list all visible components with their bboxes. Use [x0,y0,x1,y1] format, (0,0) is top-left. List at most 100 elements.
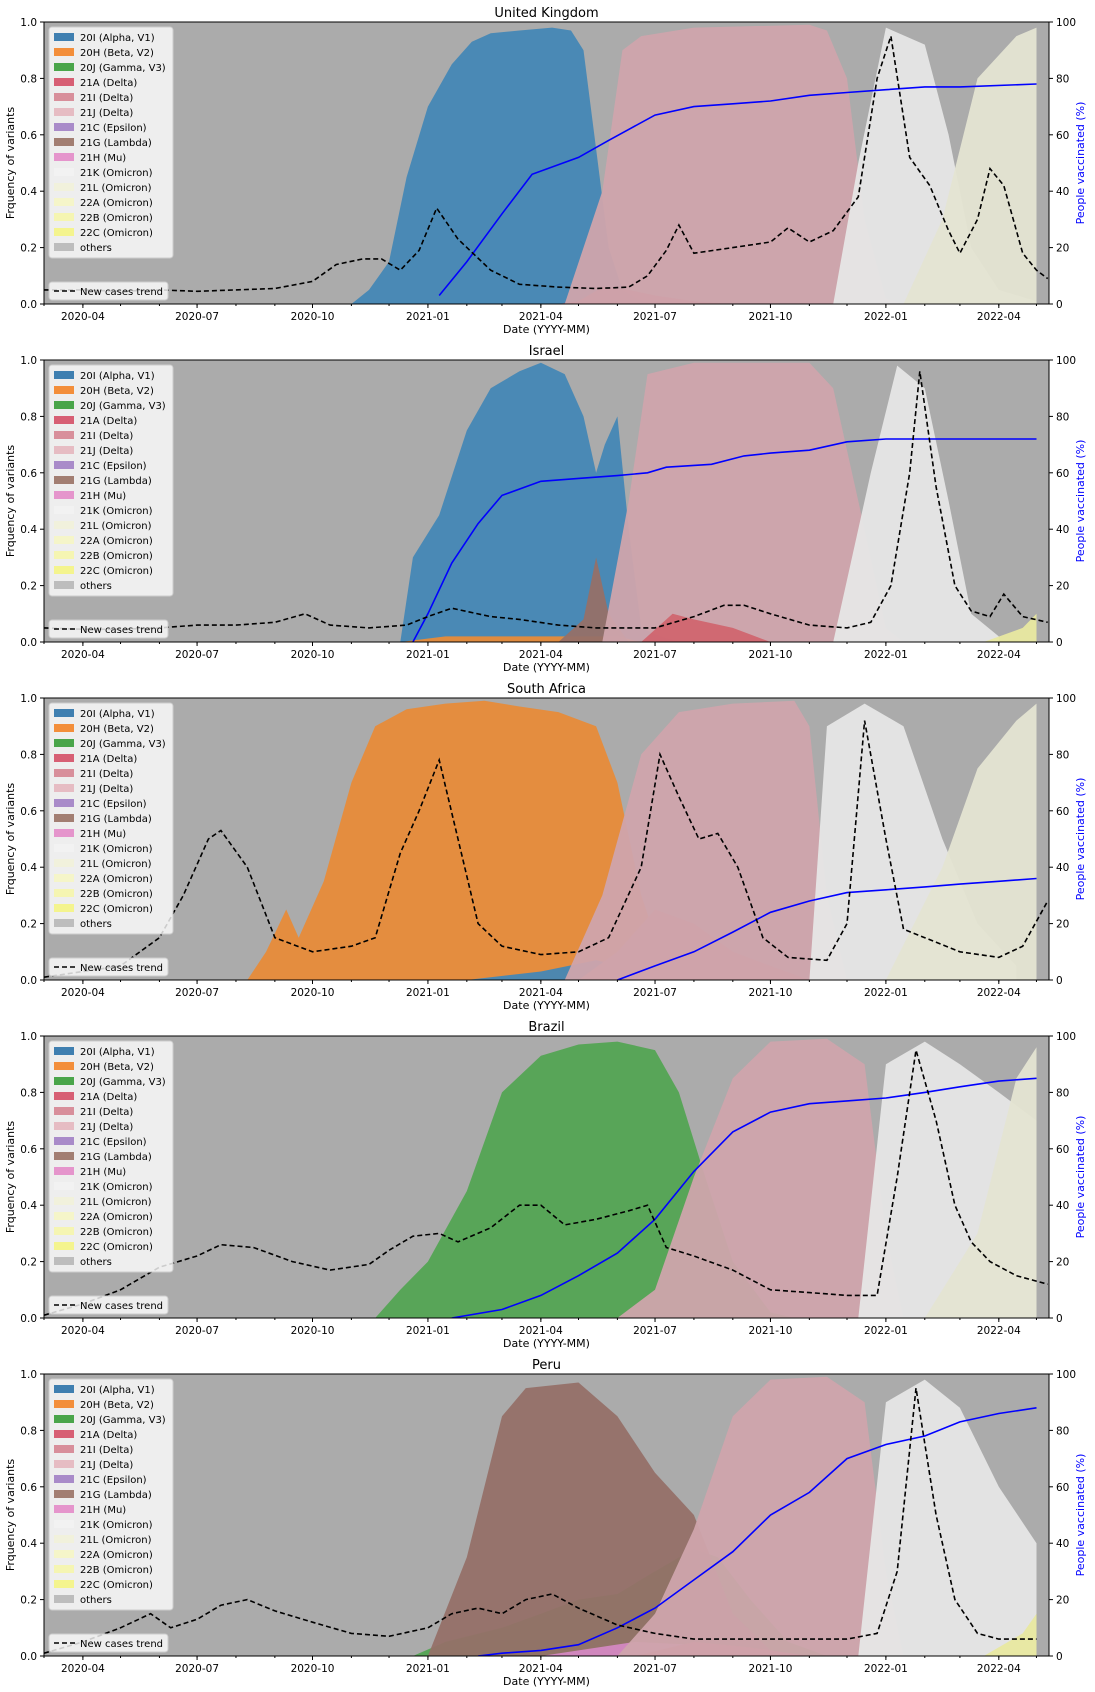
trend-legend-label: New cases trend [80,287,163,298]
plot-area [44,1038,1048,1318]
plot-area [44,362,1048,642]
legend-label: 21K (Omicron) [80,168,153,179]
y-left-tick-label: 0.4 [20,862,37,874]
x-tick-label: 2021-10 [749,311,793,323]
new-cases-trend-line [44,1049,1048,1316]
legend-swatch [54,566,74,574]
panel-title: United Kingdom [494,6,598,21]
trend-legend-label: New cases trend [80,1301,163,1312]
x-axis-label: Date (YYYY-MM) [503,661,590,674]
legend-label: 22A (Omicron) [80,1212,153,1223]
chart-panel-1: Israel 2020-04 2020-07 2020-10 2021-01 2021-0… [4,344,1087,674]
legend-label: 22B (Omicron) [80,1565,153,1576]
legend-swatch [54,1197,74,1205]
plot-frame [43,21,1050,305]
x-tick-label: 2021-10 [749,1663,793,1675]
x-tick-label: 2020-10 [291,649,335,661]
legend-label: 22C (Omicron) [80,1242,153,1253]
y-right-tick-label: 40 [1056,1538,1069,1550]
y-left-tick-label: 0.2 [20,581,37,593]
x-tick-label: 2021-04 [519,1325,563,1337]
x-tick-label: 2021-01 [406,1325,450,1337]
x-tick-label: 2021-07 [633,1663,677,1675]
legend-swatch [54,228,74,236]
legend-swatch [54,476,74,484]
trend-legend-box [48,619,169,639]
legend-label: 21L (Omicron) [80,1535,152,1546]
legend-label: 20I (Alpha, V1) [80,1047,155,1058]
trend-legend-label: New cases trend [80,625,163,636]
y-right-tick-label: 40 [1056,186,1069,198]
y-left-axis-label: Frquency of variants [4,107,17,220]
legend-swatch [54,889,74,897]
new-cases-trend-line [44,720,1049,978]
legend-swatch [54,213,74,221]
legend-swatch [54,48,74,56]
y-right-tick-label: 20 [1056,243,1069,255]
legend-label: 20H (Beta, V2) [80,1062,154,1073]
legend-swatch [54,78,74,86]
y-left-tick-label: 0.6 [20,130,37,142]
variant-area [833,365,999,642]
legend-swatch [54,63,74,71]
x-tick-label: 2022-04 [977,311,1021,323]
legend-label: 21G (Lambda) [80,1152,152,1163]
x-tick-label: 2020-07 [175,311,219,323]
legend-swatch [54,1445,74,1453]
y-left-tick-label: 0.8 [20,749,37,761]
y-right-tick-label: 100 [1056,1369,1076,1381]
x-tick-label: 2022-01 [864,1325,908,1337]
x-tick-label: 2020-07 [175,649,219,661]
y-right-tick-label: 40 [1056,1200,1069,1212]
legend-label: 21H (Mu) [80,829,126,840]
legend-label: others [80,919,112,930]
legend-swatch [54,1400,74,1408]
y-right-tick-label: 0 [1056,1651,1063,1663]
legend-label: 22B (Omicron) [80,213,153,224]
legend-swatch [54,1047,74,1055]
x-tick-label: 2020-04 [61,1325,105,1337]
y-right-tick-label: 60 [1056,130,1069,142]
legend-swatch [54,844,74,852]
legend-swatch [54,1460,74,1468]
legend-swatch [54,1490,74,1498]
y-right-axis-label: People vaccinated (%) [1074,1454,1087,1577]
trend-legend-label: New cases trend [80,963,163,974]
legend-swatch [54,1565,74,1573]
x-tick-label: 2022-04 [977,987,1021,999]
legend-swatch [54,123,74,131]
legend-label: 21K (Omicron) [80,506,153,517]
legend-swatch [54,1550,74,1558]
legend-label: 20J (Gamma, V3) [80,1077,166,1088]
legend-swatch [54,1385,74,1393]
y-right-tick-label: 0 [1056,299,1063,311]
legend-swatch [54,1137,74,1145]
y-left-axis-label: Frquency of variants [4,1121,17,1234]
x-tick-label: 2020-04 [61,987,105,999]
legend-swatch [54,1227,74,1235]
y-right-tick-label: 80 [1056,749,1069,761]
legend-label: 21J (Delta) [80,108,133,119]
legend-label: 21L (Omicron) [80,1197,152,1208]
x-tick-label: 2021-07 [633,311,677,323]
y-right-axis-label: People vaccinated (%) [1074,1116,1087,1239]
y-left-tick-label: 0.0 [20,1651,37,1663]
plot-frame [43,359,1050,643]
legend-label: 21G (Lambda) [80,476,152,487]
x-axis-label: Date (YYYY-MM) [503,1675,590,1688]
chart-panel-2: South Africa 2020-04 2020-07 2020-10 2021-01… [4,682,1087,1012]
legend-swatch [54,1475,74,1483]
panel-title: Brazil [528,1020,564,1035]
plot-frame [43,697,1050,981]
y-right-tick-label: 100 [1056,1031,1076,1043]
plot-area [44,24,1049,304]
legend-swatch [54,431,74,439]
x-tick-label: 2022-04 [977,649,1021,661]
vaccination-line [412,438,1037,642]
legend-label: 21C (Epsilon) [80,461,147,472]
panel-title: Israel [529,344,565,359]
legend-label: 22B (Omicron) [80,1227,153,1238]
y-right-tick-label: 80 [1056,73,1069,85]
x-tick-label: 2021-04 [519,649,563,661]
